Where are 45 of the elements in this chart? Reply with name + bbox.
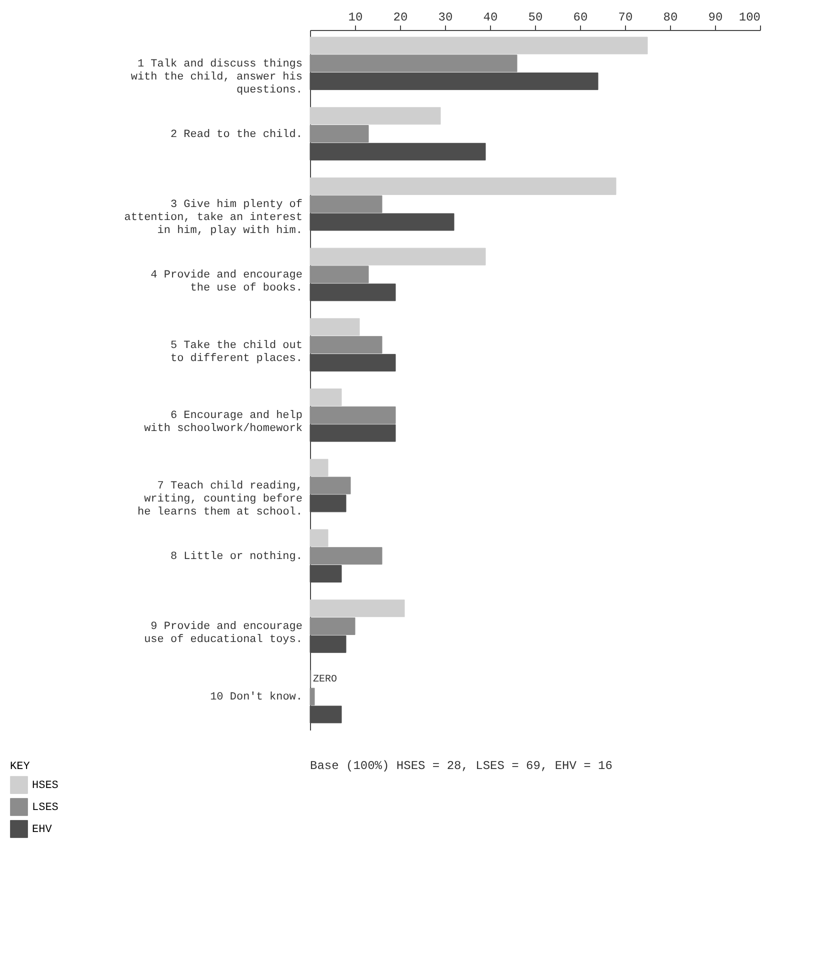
- x-tick-label: 20: [393, 10, 408, 24]
- bar: [310, 177, 616, 195]
- y-tick-label: 9 Provide and encourage use of educational toys.: [144, 621, 302, 646]
- y-tick-label: 8 Little or nothing.: [170, 550, 302, 563]
- bar: [310, 600, 405, 618]
- bar: [310, 336, 382, 354]
- x-tick-label: 30: [438, 10, 453, 24]
- x-tick-label: 80: [663, 10, 678, 24]
- y-tick-label: 5 Take the child out to different places.: [170, 340, 302, 365]
- annotation: ZERO: [313, 674, 338, 686]
- bar: [310, 406, 396, 424]
- x-tick-label: 60: [573, 10, 588, 24]
- x-tick-label: 40: [483, 10, 498, 24]
- bar: [310, 248, 486, 266]
- x-tick-label: 90: [708, 10, 723, 24]
- y-tick-label: 6 Encourage and help with schoolwork/homework: [144, 410, 303, 436]
- bar: [310, 36, 648, 54]
- y-tick-label: 3 Give him plenty of attention, take an interest in him, play with him.: [124, 199, 302, 238]
- bar: [310, 688, 315, 706]
- bar: [310, 318, 360, 336]
- legend-title: KEY: [10, 761, 30, 773]
- bar: [310, 458, 328, 476]
- legend-label: HSES: [32, 780, 59, 792]
- x-tick-label: 10: [348, 10, 363, 24]
- bar: [310, 529, 328, 547]
- y-tick-label: 4 Provide and encourage the use of books.: [150, 269, 302, 294]
- y-tick-label: 1 Talk and discuss things with the child, answer his questions.: [130, 58, 302, 96]
- legend-label: EHV: [32, 824, 52, 836]
- bar: [310, 547, 382, 565]
- bar: [310, 476, 351, 494]
- x-tick-label: 50: [528, 10, 543, 24]
- bar: [310, 54, 518, 72]
- bar: [310, 388, 342, 406]
- y-tick-label: 2 Read to the child.: [170, 128, 302, 141]
- bar: [310, 266, 369, 284]
- bar: [310, 125, 369, 143]
- text: Base (100%) HSES = 28, LSES = 69, EHV = 16: [310, 759, 612, 773]
- y-tick-label: 10 Don't know.: [210, 692, 302, 704]
- x-tick-label: 70: [618, 10, 633, 24]
- y-tick-label: 7 Teach child reading, writing, counting before he learns them at school.: [137, 480, 302, 519]
- bar: [310, 195, 382, 213]
- bar: [310, 617, 356, 635]
- legend-label: LSES: [32, 802, 59, 814]
- x-tick-label: 100: [738, 10, 760, 24]
- bar: [310, 107, 441, 125]
